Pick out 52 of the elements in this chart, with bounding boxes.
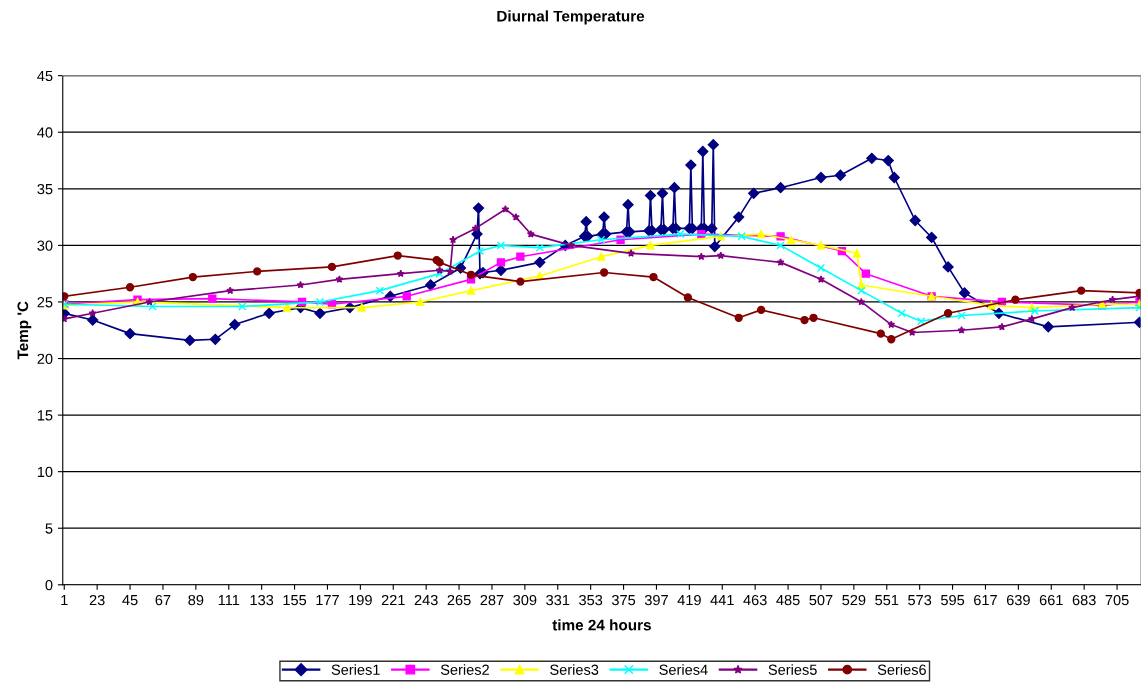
x-tick-label: 617 xyxy=(974,594,997,606)
legend-label: Series1 xyxy=(331,664,380,675)
x-tick-label: 1 xyxy=(61,595,68,606)
x-tick-label: 661 xyxy=(1039,594,1063,606)
x-tick-label: 67 xyxy=(155,594,171,606)
x-tick-label: 573 xyxy=(908,594,932,606)
x-tick-label: 45 xyxy=(122,595,138,606)
x-tick-label: 287 xyxy=(480,594,504,606)
x-tick-label: 419 xyxy=(677,594,701,606)
x-tick-label: 155 xyxy=(283,595,307,606)
x-tick-label: 309 xyxy=(513,594,537,606)
y-tick-label: 15 xyxy=(37,410,53,421)
x-tick-label: 265 xyxy=(447,594,471,606)
x-tick-label: 639 xyxy=(1006,594,1030,606)
x-tick-label: 551 xyxy=(875,595,899,606)
x-tick-label: 683 xyxy=(1072,594,1096,606)
x-tick-label: 133 xyxy=(250,594,274,606)
y-tick-label: 5 xyxy=(45,523,53,534)
y-tick-label: 25 xyxy=(37,297,53,308)
x-tick-label: 23 xyxy=(89,594,105,606)
y-tick-label: 35 xyxy=(37,183,53,195)
x-tick-label: 221 xyxy=(381,594,405,606)
y-tick-label: 30 xyxy=(37,240,53,251)
legend-label: Series6 xyxy=(877,664,926,675)
y-tick-label: 0 xyxy=(45,579,53,591)
x-axis-title: time 24 hours xyxy=(552,619,651,631)
x-tick-label: 331 xyxy=(546,594,570,606)
x-tick-label: 375 xyxy=(611,594,636,606)
x-tick-label: 199 xyxy=(349,594,372,606)
x-tick-label: 507 xyxy=(809,594,833,606)
y-tick-label: 20 xyxy=(37,353,53,364)
x-tick-label: 485 xyxy=(776,594,800,606)
y-axis-title: Temp 'C xyxy=(17,301,32,360)
x-tick-label: 397 xyxy=(644,594,668,606)
legend-label: Series4 xyxy=(659,664,708,675)
y-tick-label: 10 xyxy=(37,466,53,478)
x-tick-label: 177 xyxy=(316,595,339,606)
x-tick-label: 463 xyxy=(743,594,767,606)
x-tick-label: 243 xyxy=(414,594,438,606)
x-tick-label: 111 xyxy=(218,595,240,606)
legend-label: Series3 xyxy=(550,664,599,675)
y-tick-label: 40 xyxy=(37,127,53,138)
x-tick-label: 441 xyxy=(710,595,734,606)
x-tick-label: 529 xyxy=(842,594,866,606)
x-tick-label: 353 xyxy=(579,594,603,606)
x-tick-label: 89 xyxy=(188,594,204,606)
legend-label: Series2 xyxy=(440,664,489,675)
chart-title: Diurnal Temperature xyxy=(497,10,645,25)
x-tick-label: 595 xyxy=(940,594,965,606)
legend-label: Series5 xyxy=(768,664,817,675)
y-tick-label: 45 xyxy=(37,70,53,82)
x-tick-label: 705 xyxy=(1105,594,1129,606)
